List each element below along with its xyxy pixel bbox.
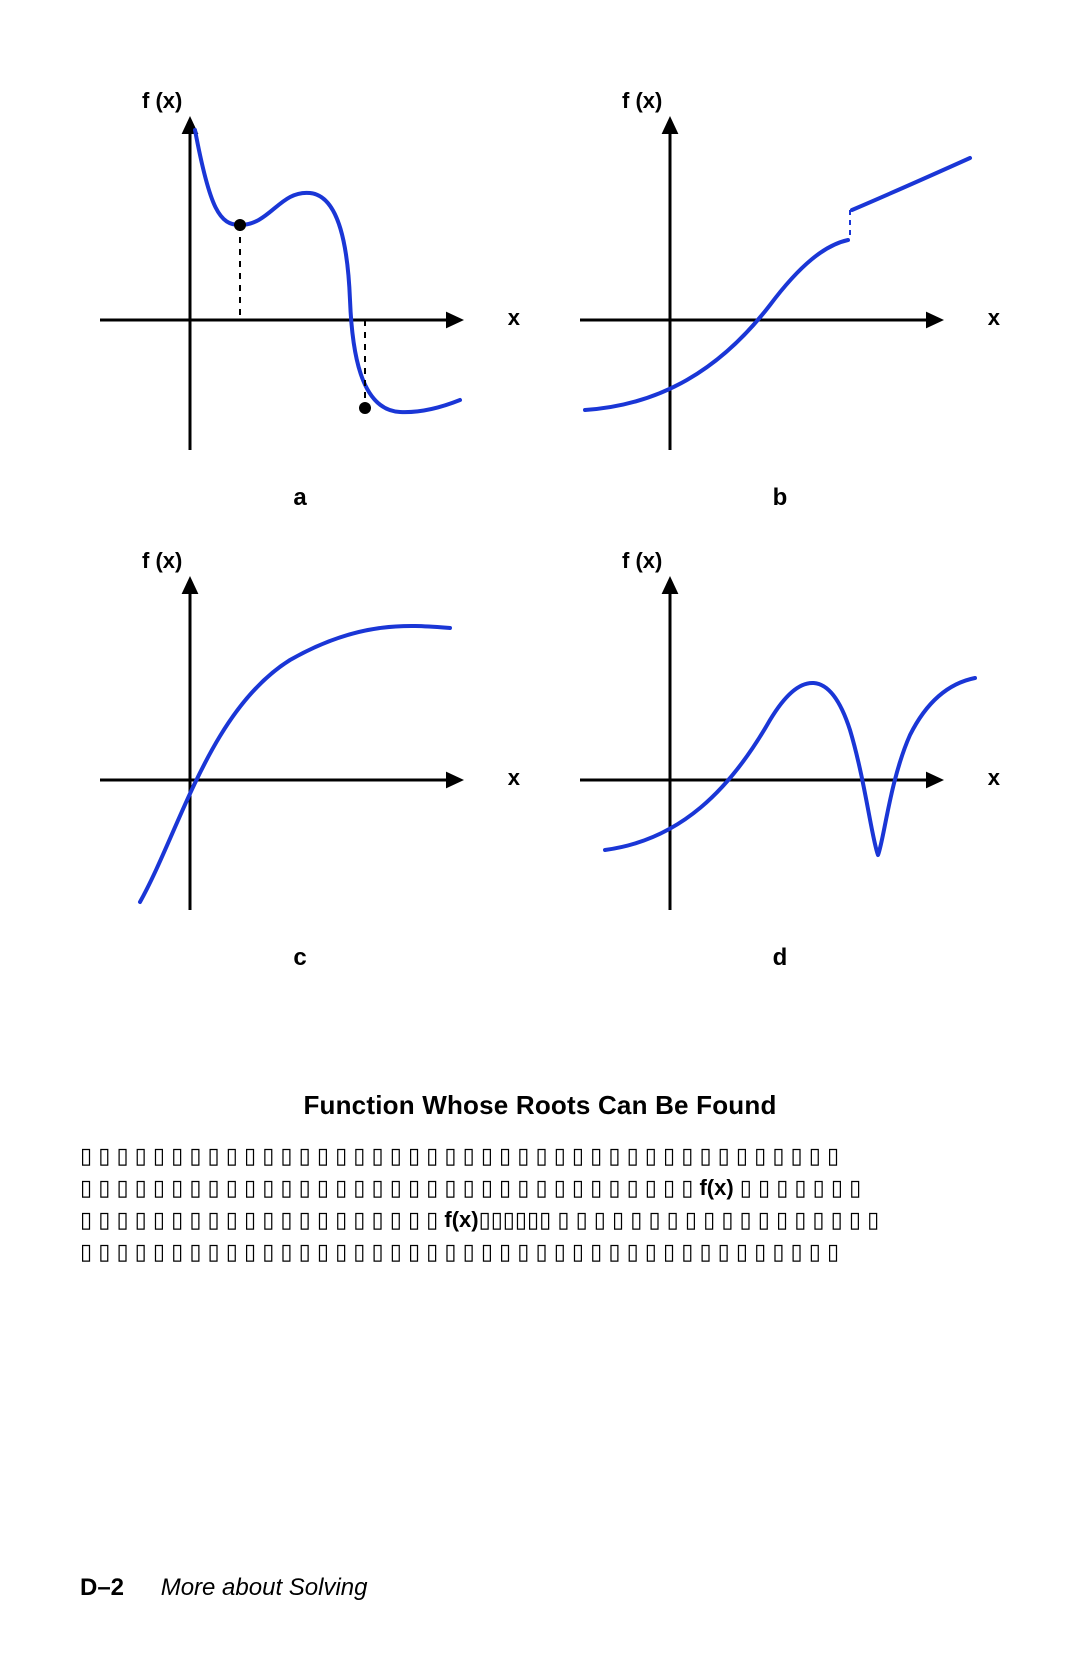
panel-sub-label: c [293,944,306,972]
body-paragraph: ▯ ▯ ▯ ▯ ▯ ▯ ▯ ▯ ▯ ▯ ▯ ▯ ▯ ▯ ▯ ▯ ▯ ▯ ▯ ▯ … [80,1140,1040,1280]
panel-sub-label: d [773,944,788,972]
panel-a-svg [80,90,520,470]
page-number: D–2 [80,1574,124,1601]
y-axis-label: f (x) [142,88,182,114]
panel-a: f (x) x a [80,90,520,510]
panel-sub-label: b [773,484,788,512]
panel-b-svg [560,90,1000,470]
y-axis-label: f (x) [622,88,662,114]
x-axis-label: x [508,305,520,331]
y-axis-label: f (x) [142,548,182,574]
panel-c: f (x) x c [80,550,520,970]
panel-d: f (x) x d [560,550,1000,970]
y-axis-label: f (x) [622,548,662,574]
x-axis-label: x [508,765,520,791]
panel-b: f (x) x b [560,90,1000,510]
x-axis-label: x [988,305,1000,331]
document-page: f (x) x a f (x) x b f (x) x c f (x) x d … [0,0,1080,1672]
panel-sub-label: a [293,484,306,512]
page-footer: D–2 More about Solving [80,1574,368,1602]
figure-caption: Function Whose Roots Can Be Found [0,1090,1080,1121]
panel-d-svg [560,550,1000,930]
x-axis-label: x [988,765,1000,791]
figure-grid: f (x) x a f (x) x b f (x) x c f (x) x d [80,90,1000,970]
chapter-title: More about Solving [161,1574,368,1601]
panel-c-svg [80,550,520,930]
